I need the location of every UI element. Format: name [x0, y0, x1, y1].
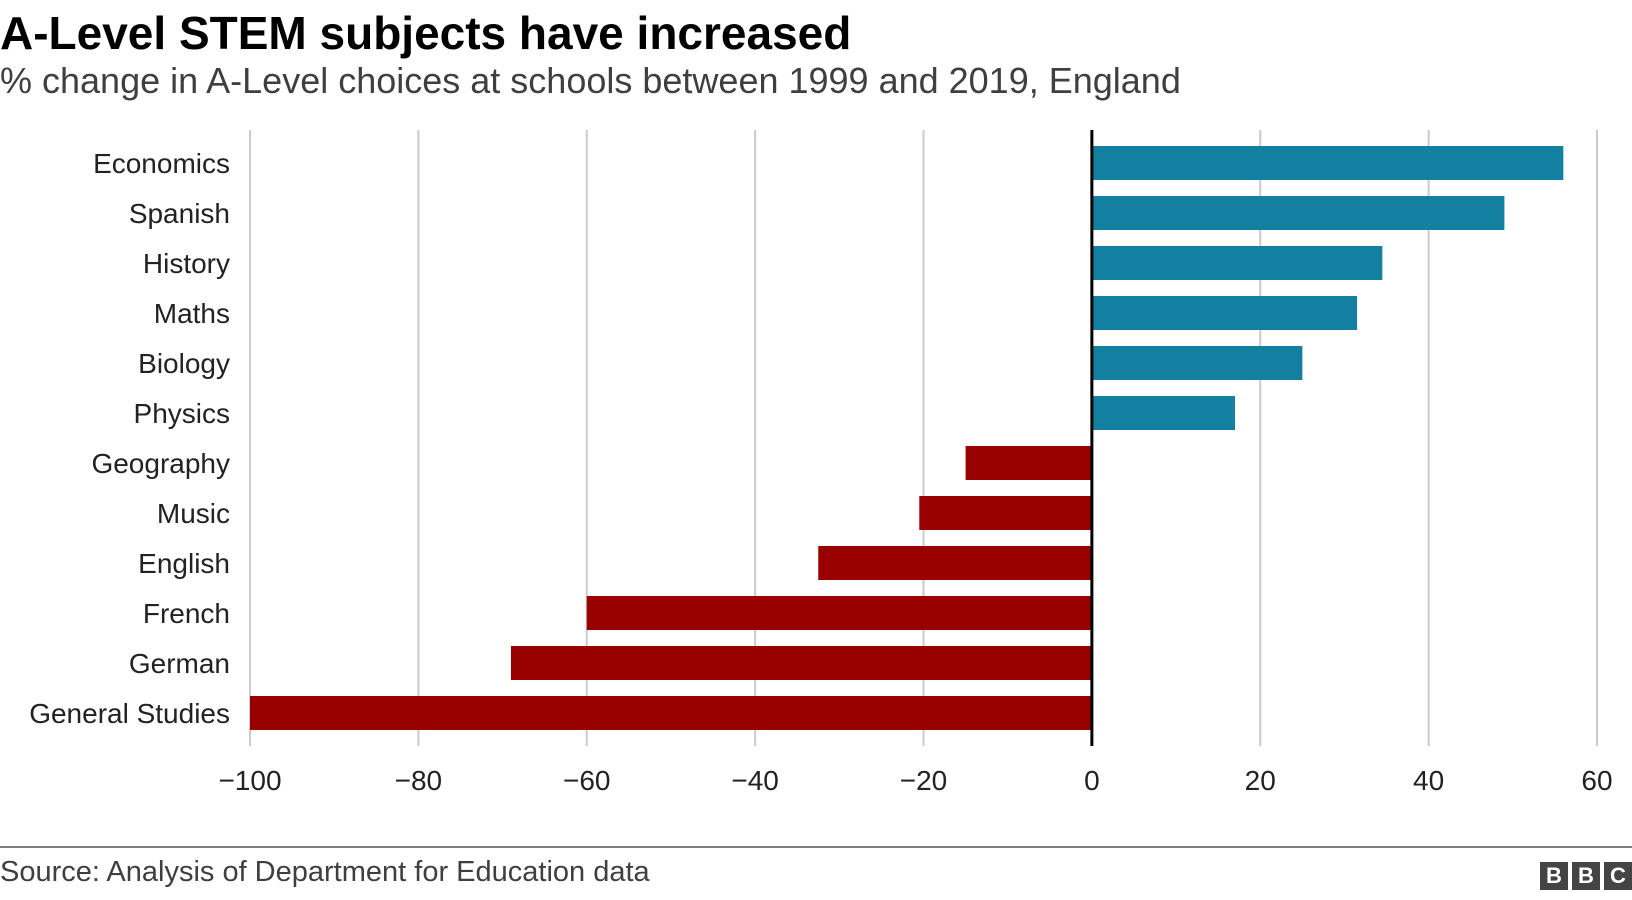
- bar-english: [818, 546, 1092, 580]
- category-label: Physics: [134, 398, 230, 429]
- x-tick-label: −100: [218, 765, 281, 796]
- category-label: Geography: [91, 448, 230, 479]
- bar-history: [1091, 246, 1383, 280]
- category-label: General Studies: [29, 698, 230, 729]
- bbc-logo: B B C: [1540, 862, 1632, 890]
- category-label: English: [138, 548, 230, 579]
- gridlines: [249, 130, 1598, 746]
- category-label: Economics: [93, 148, 230, 179]
- bar-german: [510, 646, 1092, 680]
- bar-maths: [1091, 296, 1358, 330]
- x-tick-labels: −100 −80 −60 −40 −20 0 20 40 60: [218, 765, 1612, 796]
- x-tick-label: 20: [1245, 765, 1276, 796]
- bar-general-studies: [250, 696, 1092, 730]
- category-label: Biology: [138, 348, 230, 379]
- logo-letter-c: C: [1604, 862, 1632, 890]
- bar-spanish: [1091, 196, 1505, 230]
- category-label: French: [143, 598, 230, 629]
- category-label: Maths: [154, 298, 230, 329]
- source-note: Source: Analysis of Department for Educa…: [0, 856, 650, 888]
- bars: [250, 146, 1564, 730]
- x-tick-label: −40: [731, 765, 779, 796]
- x-tick-label: 40: [1413, 765, 1444, 796]
- logo-letter-b2: B: [1572, 862, 1600, 890]
- x-tick-label: 0: [1084, 765, 1100, 796]
- x-tick-label: −80: [395, 765, 443, 796]
- category-label: Spanish: [129, 198, 230, 229]
- bar-music: [919, 496, 1092, 530]
- category-labels: Economics Spanish History Maths Biology Physi…: [29, 148, 230, 729]
- x-tick-label: −60: [563, 765, 611, 796]
- category-label: German: [129, 648, 230, 679]
- bar-economics: [1091, 146, 1564, 180]
- category-label: History: [143, 248, 230, 279]
- chart-subtitle: % change in A-Level choices at schools b…: [0, 60, 1181, 101]
- category-label: Music: [157, 498, 230, 529]
- x-tick-label: −20: [900, 765, 948, 796]
- x-tick-label: 60: [1581, 765, 1612, 796]
- bar-biology: [1091, 346, 1303, 380]
- chart-title: A-Level STEM subjects have increased: [0, 7, 852, 59]
- footer-divider: [0, 846, 1632, 848]
- bar-physics: [1091, 396, 1235, 430]
- bar-geography: [965, 446, 1092, 480]
- bar-french: [586, 596, 1092, 630]
- bar-chart: Economics Spanish History Maths Biology Physi…: [29, 130, 1613, 796]
- logo-letter-b1: B: [1540, 862, 1568, 890]
